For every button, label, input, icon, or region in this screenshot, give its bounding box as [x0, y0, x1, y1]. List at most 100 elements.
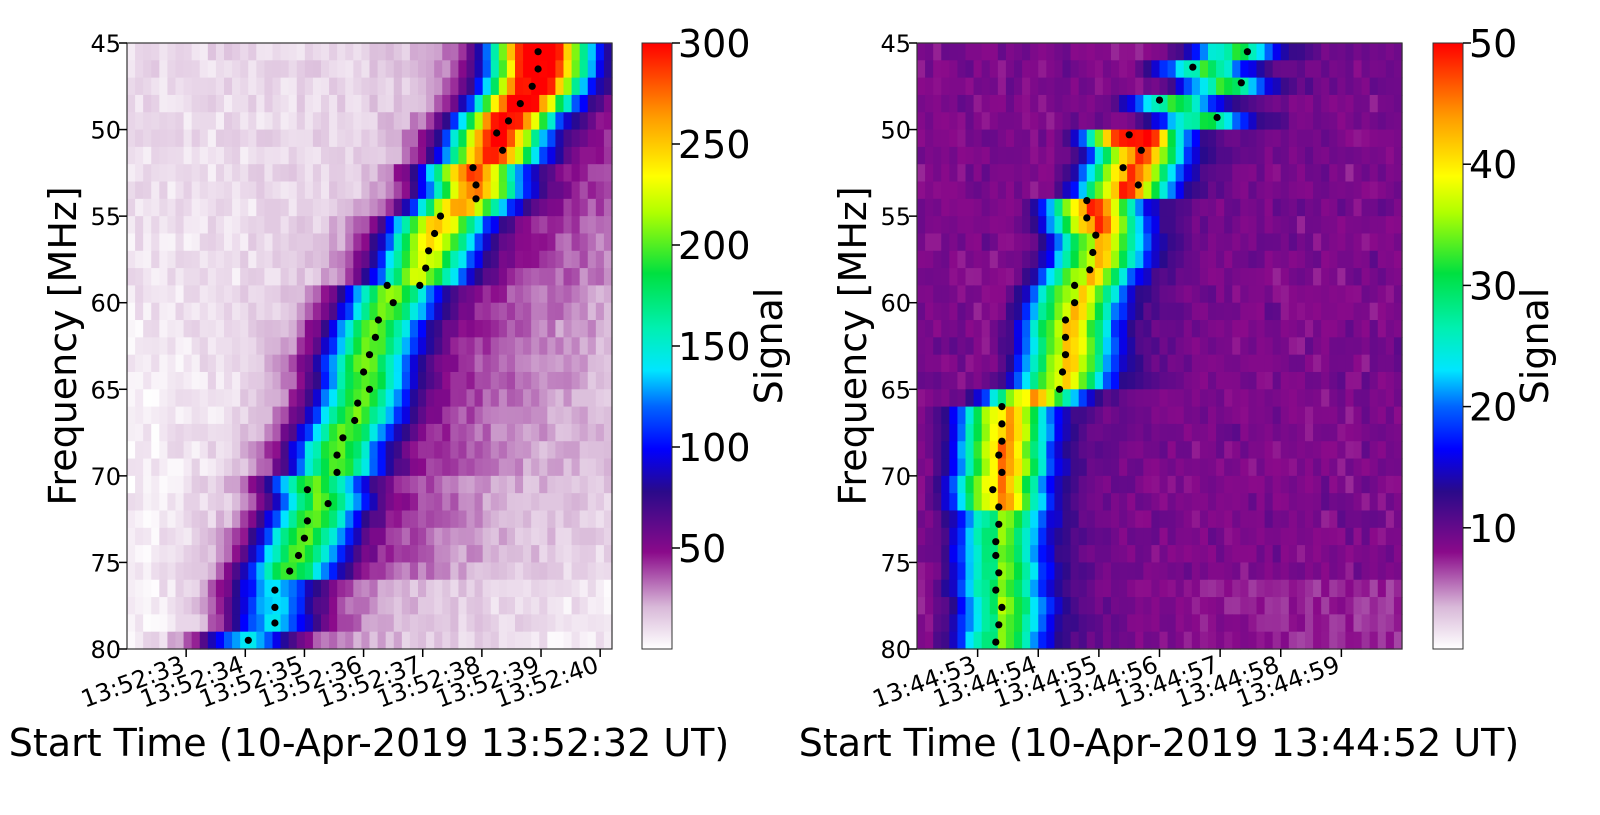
- heatmap-cell: [1014, 562, 1023, 581]
- heatmap-cell: [933, 43, 942, 61]
- heatmap-cell: [240, 441, 249, 460]
- heatmap-cell: [329, 597, 338, 615]
- heatmap-cell: [240, 129, 249, 148]
- heatmap-cell: [1369, 579, 1379, 598]
- heatmap-cell: [191, 423, 201, 442]
- heatmap-cell: [1337, 458, 1347, 477]
- heatmap-cell: [224, 285, 233, 304]
- heatmap-cell: [1167, 579, 1177, 598]
- heatmap-cell: [973, 493, 983, 512]
- heatmap-cell: [1313, 94, 1322, 113]
- heatmap-cell: [1248, 545, 1258, 564]
- heatmap-cell: [401, 198, 411, 217]
- heatmap-cell: [151, 302, 160, 321]
- heatmap-cell: [506, 493, 516, 512]
- heatmap-cell: [603, 146, 613, 165]
- heatmap-cell: [547, 527, 557, 546]
- heatmap-cell: [531, 406, 540, 425]
- heatmap-cell: [579, 285, 589, 304]
- y-tick-label: 70: [880, 463, 911, 491]
- heatmap-cell: [1393, 406, 1403, 425]
- heatmap-cell: [1216, 337, 1225, 356]
- heatmap-cell: [191, 562, 201, 581]
- heatmap-cell: [409, 527, 419, 546]
- burst-dot: [431, 229, 439, 238]
- heatmap-cell: [272, 320, 282, 338]
- heatmap-cell: [1078, 458, 1088, 477]
- heatmap-cell: [207, 181, 217, 200]
- heatmap-cell: [989, 164, 999, 183]
- heatmap-cell: [563, 216, 573, 235]
- heatmap-cell: [143, 579, 152, 598]
- heatmap-cell: [1005, 337, 1015, 356]
- heatmap-cell: [1248, 597, 1258, 615]
- heatmap-cell: [563, 164, 573, 183]
- heatmap-cell: [135, 337, 144, 356]
- heatmap-cell: [1313, 631, 1322, 650]
- heatmap-cell: [434, 510, 443, 529]
- heatmap-cell: [1393, 527, 1403, 546]
- y-tick-label: 55: [90, 203, 121, 231]
- heatmap-cell: [1183, 354, 1193, 373]
- heatmap-cell: [1280, 458, 1290, 477]
- heatmap-cell: [555, 597, 565, 615]
- heatmap-cell: [1248, 43, 1258, 61]
- heatmap-cell: [595, 216, 605, 235]
- heatmap-cell: [1135, 441, 1144, 460]
- heatmap-cell: [515, 423, 524, 442]
- heatmap-cell: [1232, 562, 1241, 581]
- heatmap-cell: [426, 233, 435, 252]
- heatmap-cell: [1280, 302, 1290, 321]
- heatmap-cell: [264, 562, 274, 581]
- heatmap-cell: [1005, 406, 1015, 425]
- heatmap-cell: [288, 354, 298, 373]
- heatmap-cell: [312, 60, 322, 79]
- heatmap-cell: [159, 164, 169, 183]
- heatmap-cell: [1191, 475, 1201, 494]
- heatmap-cell: [1046, 302, 1056, 321]
- heatmap-cell: [474, 545, 484, 564]
- heatmap-cell: [1038, 320, 1047, 338]
- heatmap-cell: [1280, 562, 1290, 581]
- heatmap-cell: [377, 562, 387, 581]
- heatmap-cell: [434, 181, 443, 200]
- heatmap-cell: [426, 475, 435, 494]
- heatmap-cell: [1102, 475, 1112, 494]
- heatmap-cell: [1337, 216, 1347, 235]
- heatmap-cell: [418, 545, 427, 564]
- heatmap-cell: [329, 233, 338, 252]
- heatmap-cell: [1102, 268, 1112, 286]
- heatmap-cell: [199, 60, 209, 79]
- heatmap-cell: [1030, 423, 1039, 442]
- heatmap-cell: [917, 562, 926, 581]
- heatmap-cell: [1385, 423, 1395, 442]
- heatmap-cell: [272, 493, 282, 512]
- heatmap-cell: [1127, 285, 1136, 304]
- heatmap-cell: [135, 371, 144, 390]
- heatmap-cell: [981, 216, 991, 235]
- heatmap-cell: [409, 129, 419, 148]
- heatmap-cell: [933, 112, 942, 131]
- heatmap-cell: [1248, 285, 1258, 304]
- heatmap-cell: [215, 285, 225, 304]
- heatmap-cell: [474, 614, 484, 633]
- heatmap-cell: [595, 545, 605, 564]
- heatmap-cell: [272, 164, 282, 183]
- heatmap-cell: [256, 631, 266, 650]
- heatmap-cell: [1288, 423, 1298, 442]
- heatmap-cell: [1135, 614, 1144, 633]
- heatmap-cell: [579, 423, 589, 442]
- heatmap-cell: [442, 77, 451, 96]
- heatmap-cell: [361, 614, 371, 633]
- heatmap-cell: [256, 43, 266, 61]
- heatmap-cell: [151, 510, 160, 529]
- heatmap-cell: [1248, 129, 1258, 148]
- heatmap-cell: [1280, 250, 1290, 269]
- heatmap-cell: [207, 216, 217, 235]
- heatmap-cell: [555, 320, 565, 338]
- heatmap-cell: [1272, 250, 1282, 269]
- heatmap-cell: [1288, 597, 1298, 615]
- heatmap-cell: [1135, 181, 1144, 200]
- burst-dot: [998, 437, 1006, 445]
